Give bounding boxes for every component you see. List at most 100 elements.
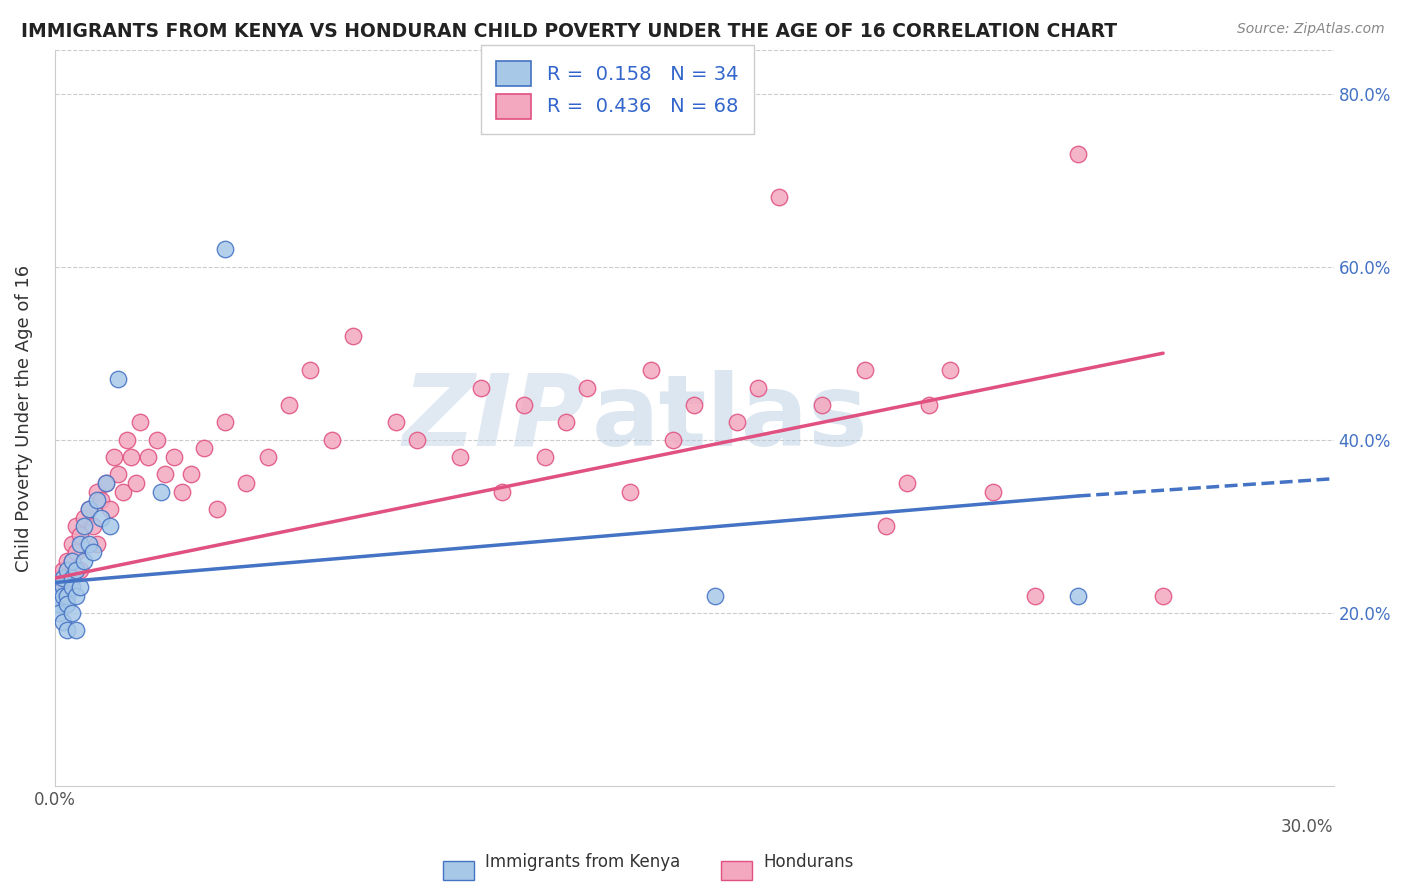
Point [256, 450, 278, 464]
Point [619, 484, 641, 499]
Point [52, 580, 75, 594]
Point [56, 623, 79, 637]
Point [56, 554, 79, 568]
Point [384, 416, 406, 430]
Point [155, 467, 177, 482]
Point [278, 398, 301, 412]
Point [768, 190, 790, 204]
Point [917, 398, 939, 412]
Point [98, 502, 121, 516]
Point [406, 433, 429, 447]
Point [205, 502, 228, 516]
Point [128, 416, 150, 430]
Point [576, 381, 599, 395]
Point [48, 597, 70, 611]
Text: Immigrants from Kenya: Immigrants from Kenya [485, 853, 681, 871]
Point [640, 363, 662, 377]
Point [172, 484, 194, 499]
Point [90, 493, 112, 508]
Point [77, 536, 100, 550]
Point [725, 416, 748, 430]
Point [69, 563, 91, 577]
Point [65, 519, 87, 533]
Point [163, 450, 186, 464]
Point [136, 450, 159, 464]
Point [107, 467, 129, 482]
Point [661, 433, 683, 447]
Point [52, 563, 75, 577]
Point [48, 571, 70, 585]
Point [82, 545, 104, 559]
Point [86, 493, 108, 508]
Point [56, 571, 79, 585]
Point [512, 398, 534, 412]
Text: 30.0%: 30.0% [1281, 818, 1334, 837]
Point [52, 571, 75, 585]
Point [896, 475, 918, 490]
Point [683, 398, 706, 412]
Point [94, 475, 117, 490]
Point [65, 563, 87, 577]
Point [235, 475, 257, 490]
Point [65, 545, 87, 559]
Point [981, 484, 1004, 499]
Point [65, 589, 87, 603]
Point [65, 623, 87, 637]
Y-axis label: Child Poverty Under the Age of 16: Child Poverty Under the Age of 16 [15, 265, 32, 572]
Point [86, 536, 108, 550]
Point [73, 554, 96, 568]
Point [94, 475, 117, 490]
Point [704, 589, 727, 603]
Point [120, 450, 142, 464]
Point [193, 442, 215, 456]
Point [342, 329, 364, 343]
Point [534, 450, 557, 464]
Point [853, 363, 876, 377]
Point [60, 554, 83, 568]
Point [747, 381, 769, 395]
Legend: R =  0.158   N = 34, R =  0.436   N = 68: R = 0.158 N = 34, R = 0.436 N = 68 [481, 45, 754, 134]
Point [56, 597, 79, 611]
Point [56, 589, 79, 603]
Text: atlas: atlas [592, 369, 869, 467]
Point [299, 363, 322, 377]
Text: Hondurans: Hondurans [763, 853, 853, 871]
Point [56, 563, 79, 577]
Point [60, 536, 83, 550]
Point [69, 580, 91, 594]
Point [875, 519, 897, 533]
Point [107, 372, 129, 386]
Point [470, 381, 492, 395]
Point [77, 502, 100, 516]
Point [124, 475, 146, 490]
Point [491, 484, 513, 499]
Point [73, 519, 96, 533]
Point [48, 589, 70, 603]
Point [77, 502, 100, 516]
Point [73, 510, 96, 524]
Point [103, 450, 125, 464]
Point [60, 554, 83, 568]
Point [82, 519, 104, 533]
Point [939, 363, 962, 377]
Point [1024, 589, 1046, 603]
Point [90, 510, 112, 524]
Text: IMMIGRANTS FROM KENYA VS HONDURAN CHILD POVERTY UNDER THE AGE OF 16 CORRELATION : IMMIGRANTS FROM KENYA VS HONDURAN CHILD … [21, 22, 1118, 41]
Point [1152, 589, 1174, 603]
Point [111, 484, 134, 499]
Point [214, 416, 236, 430]
Point [52, 589, 75, 603]
Point [321, 433, 343, 447]
Point [449, 450, 471, 464]
Text: Source: ZipAtlas.com: Source: ZipAtlas.com [1237, 22, 1385, 37]
Point [115, 433, 138, 447]
Point [69, 536, 91, 550]
Point [48, 589, 70, 603]
Text: ZIP: ZIP [402, 369, 585, 467]
Point [52, 580, 75, 594]
Point [214, 243, 236, 257]
Point [150, 484, 173, 499]
Point [60, 606, 83, 620]
Point [98, 519, 121, 533]
Point [555, 416, 578, 430]
